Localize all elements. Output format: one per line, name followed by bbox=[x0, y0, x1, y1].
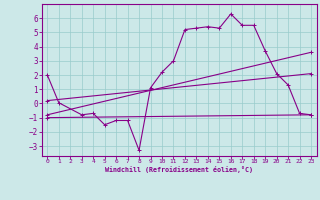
X-axis label: Windchill (Refroidissement éolien,°C): Windchill (Refroidissement éolien,°C) bbox=[105, 166, 253, 173]
